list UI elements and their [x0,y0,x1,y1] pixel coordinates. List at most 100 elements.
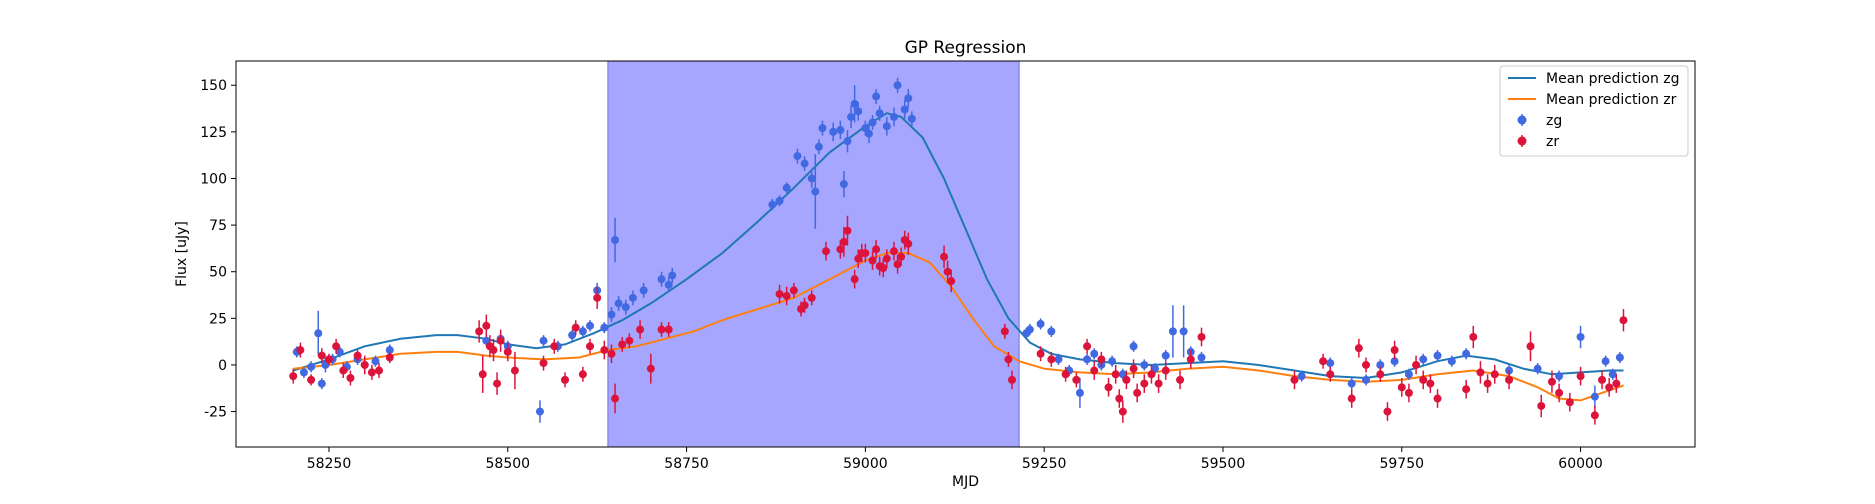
legend: Mean prediction zg Mean prediction zr zg zr [1499,65,1689,157]
data-point-zr [943,267,952,276]
data-point-zr [1426,379,1435,388]
data-point-zg [872,92,881,101]
x-tick-label: 58250 [307,456,352,472]
data-point-zg [1347,379,1356,388]
data-point-zr [550,342,559,351]
data-point-zg [1462,349,1471,358]
data-point-zr [496,336,505,345]
data-point-zr [940,252,949,261]
data-point-zr [879,263,888,272]
data-point-zr [904,239,913,248]
data-point-zr [296,346,305,355]
legend-label: Mean prediction zg [1546,71,1680,87]
data-point-zg [307,362,316,371]
data-point-zg [1025,325,1034,334]
data-point-zr [1097,355,1106,364]
data-point-zr [1118,407,1127,416]
x-tick-label: 59500 [1201,456,1246,472]
y-axis-ticks: -25 0 25 50 75 100 125 150 [200,78,236,421]
legend-item: zg [1517,113,1562,129]
data-point-zg [535,407,544,416]
data-point-zg [1390,357,1399,366]
data-point-zr [586,342,595,351]
data-point-zg [1576,332,1585,341]
data-point-zr [1036,349,1045,358]
data-point-zr [1290,375,1299,384]
data-point-zg [793,152,802,161]
data-point-zg [882,122,891,131]
data-point-zg [811,187,820,196]
plot-frame [235,60,1696,448]
y-tick-label: 75 [209,218,227,234]
data-point-zg [1090,349,1099,358]
data-point-zr [1483,379,1492,388]
data-point-zg [1054,355,1063,364]
data-point-zg [1108,357,1117,366]
data-point-zg [1433,351,1442,360]
data-point-zr [289,372,298,381]
data-point-zr [1197,332,1206,341]
legend-marker-swatch [1517,115,1527,125]
y-tick-label: 125 [200,125,227,141]
data-point-zr [1576,372,1585,381]
data-point-zr [1390,346,1399,355]
data-point-zr [489,346,498,355]
data-point-zr [1433,394,1442,403]
data-point-zr [1462,385,1471,394]
data-point-zg [900,105,909,114]
data-point-zr [836,245,845,254]
series-zr [289,215,1628,425]
data-point-zr [664,325,673,334]
data-point-zg [904,94,913,103]
data-point-zr [1469,332,1478,341]
x-tick-label: 59000 [843,456,888,472]
data-point-zg [611,236,620,245]
data-point-zg [621,303,630,312]
chart-title: GP Regression [905,38,1027,58]
data-point-zr [1147,370,1156,379]
data-point-zg [1404,370,1413,379]
data-point-zr [593,293,602,302]
x-axis-ticks: 58250 58500 58750 59000 59250 59500 59750 60000 [307,447,1603,472]
data-point-zr [646,364,655,373]
data-point-zg [1419,355,1428,364]
data-point-zr [375,366,384,375]
data-point-zr [893,260,902,269]
data-point-zg [1447,357,1456,366]
data-point-zr [782,291,791,300]
data-point-zr [1083,342,1092,351]
data-point-zr [1598,375,1607,384]
data-point-zr [1619,316,1628,325]
data-point-zr [1565,398,1574,407]
data-point-zg [768,200,777,209]
data-point-zr [503,347,512,356]
data-point-zg [539,336,548,345]
y-tick-label: 25 [209,311,227,327]
data-point-zr [822,247,831,256]
data-point-zg [864,129,873,138]
data-point-zr [1490,370,1499,379]
data-point-zg [578,327,587,336]
data-point-zr [861,249,870,258]
data-point-zr [353,351,362,360]
data-point-zg [607,310,616,319]
data-point-zr [800,301,809,310]
data-point-zg [600,323,609,332]
data-point-zg [1555,372,1564,381]
data-point-zr [1547,377,1556,386]
data-point-zg [657,275,666,284]
data-point-zg [639,286,648,295]
data-point-zr [889,247,898,256]
y-tick-label: 150 [200,78,227,94]
data-point-zg [1036,319,1045,328]
data-point-zr [625,336,634,345]
x-tick-label: 59750 [1379,456,1424,472]
data-point-zg [1590,392,1599,401]
data-point-zr [1404,388,1413,397]
data-point-zr [1154,379,1163,388]
legend-item: Mean prediction zr [1508,92,1677,108]
data-point-zg [1362,375,1371,384]
data-point-zr [1090,366,1099,375]
data-point-zr [611,394,620,403]
data-point-zg [889,112,898,121]
